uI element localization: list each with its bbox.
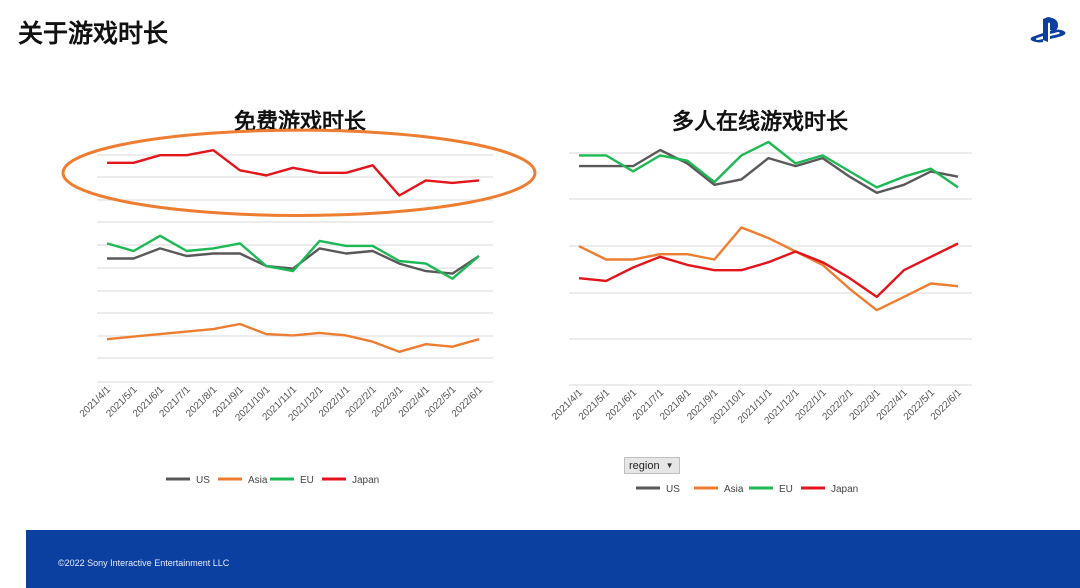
region-filter-button[interactable]: region ▼ xyxy=(624,457,680,474)
highlight-ellipse xyxy=(61,128,537,218)
legend-label-eu: EU xyxy=(300,475,314,486)
series-line-us xyxy=(107,247,480,275)
page-title: 关于游戏时长 xyxy=(18,19,169,48)
playstation-logo-icon xyxy=(1030,17,1066,43)
series-line-eu xyxy=(579,140,959,189)
legend-label-japan: Japan xyxy=(352,475,379,486)
legend-label-asia: Asia xyxy=(248,475,268,486)
legend-label-us: US xyxy=(196,475,210,486)
series-line-japan xyxy=(107,148,480,197)
legend-label-eu: EU xyxy=(779,484,793,495)
legend-label-japan: Japan xyxy=(831,484,858,495)
series-line-asia xyxy=(106,322,480,353)
legend-label-asia: Asia xyxy=(724,484,744,495)
chart-title-multiplayer: 多人在线游戏时长 xyxy=(671,110,848,135)
series-line-eu xyxy=(106,234,480,280)
series-line-asia xyxy=(578,226,959,312)
footer-bar: ©2022 Sony Interactive Entertainment LLC xyxy=(26,530,1080,588)
copyright-text: ©2022 Sony Interactive Entertainment LLC xyxy=(58,558,230,568)
series-line-japan xyxy=(578,242,959,299)
series-line-us xyxy=(579,148,959,195)
region-filter-label: region xyxy=(629,459,660,472)
dropdown-caret-icon: ▼ xyxy=(665,461,674,470)
legend-label-us: US xyxy=(666,484,680,495)
